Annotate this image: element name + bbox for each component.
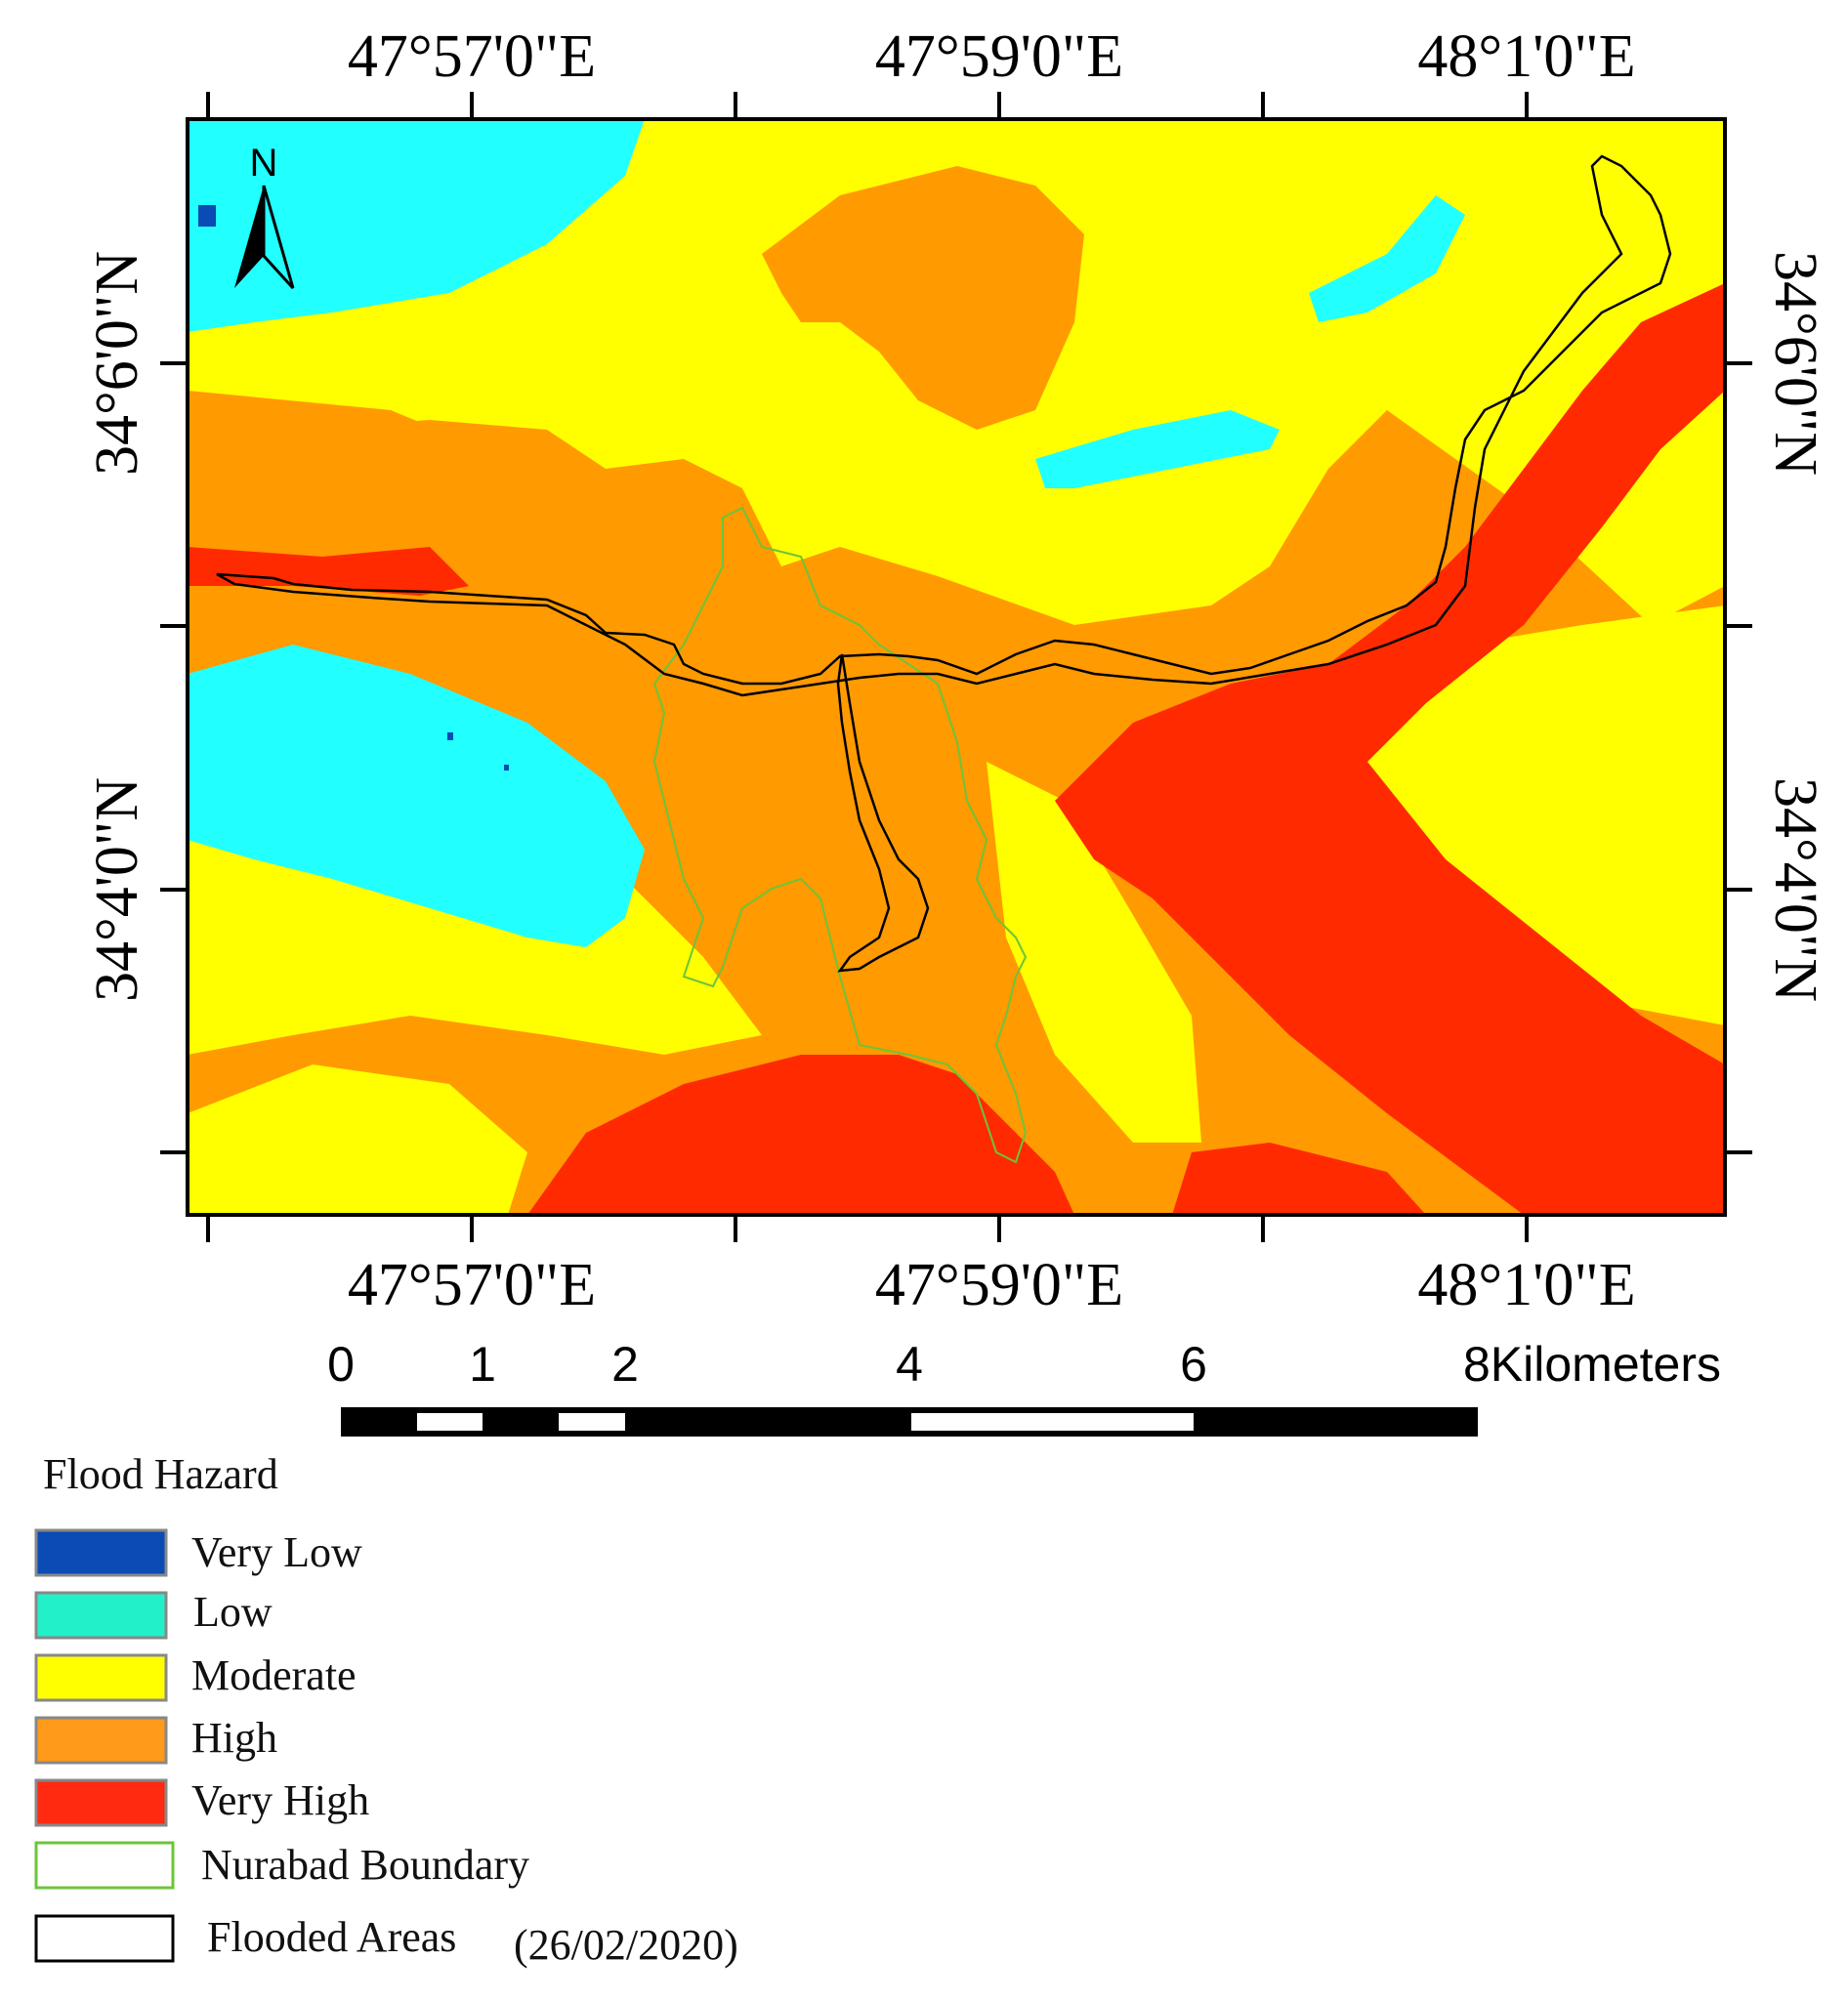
scale-tick-label: 4 (896, 1337, 923, 1392)
hazard-zone-low-northwest (188, 119, 645, 332)
top-lon-label: 48°1'0"E (1417, 23, 1635, 90)
map-frame (186, 117, 1727, 1217)
legend-label: Very Low (191, 1528, 362, 1576)
hazard-zone-low-northeast (1035, 410, 1280, 488)
hazard-zone-low-northeast2 (1309, 195, 1465, 322)
hazard-zone-very-low-speck (198, 205, 216, 227)
legend-swatch (34, 1591, 168, 1640)
scale-tick-label: 1 (469, 1337, 496, 1392)
legend-label: Nurabad Boundary (201, 1841, 529, 1889)
scale-bar-white-seg (559, 1413, 625, 1431)
top-lon-label: 47°57'0"E (348, 23, 596, 90)
right-lat-label: 34°6'0"N (1762, 251, 1828, 476)
hazard-zone-high-north-swirl (762, 166, 1084, 430)
hazard-zone-moderate-center (987, 762, 1201, 1143)
scale-tick-label: 0 (327, 1337, 355, 1392)
legend-title: Flood Hazard (43, 1450, 278, 1498)
scale-tick-label: 8Kilometers (1463, 1337, 1721, 1392)
legend: Flood Hazard Very Low Low Moderate High … (34, 1450, 738, 1969)
north-arrow-icon: N (234, 142, 295, 290)
left-lat-label: 34°6'0"N (84, 251, 150, 476)
legend-swatch (34, 1528, 168, 1577)
legend-swatch (34, 1653, 168, 1702)
scale-bar: 0 1 2 4 6 8Kilometers (327, 1337, 1721, 1437)
scale-tick-label: 2 (611, 1337, 639, 1392)
flooded-areas-south-branch (836, 653, 930, 973)
bottom-lon-label: 47°59'0"E (875, 1252, 1123, 1318)
map-ticks (160, 92, 1752, 1242)
right-lat-label: 34°4'0"N (1762, 777, 1828, 1002)
legend-label: Moderate (191, 1651, 357, 1699)
legend-label: Flooded Areas (207, 1913, 456, 1961)
north-label: N (250, 142, 278, 185)
legend-flooded-date: (26/02/2020) (514, 1921, 738, 1969)
legend-item-very-high: Very High (34, 1776, 369, 1827)
hazard-zone-very-high-east-band (1055, 283, 1725, 1215)
legend-item-very-low: Very Low (34, 1528, 362, 1577)
legend-item-nurabad-boundary: Nurabad Boundary (34, 1841, 529, 1890)
scale-bar-white-seg (911, 1413, 1194, 1431)
scale-tick-label: 6 (1180, 1337, 1207, 1392)
hazard-zone-very-low-speck (447, 732, 453, 740)
legend-item-low: Low (34, 1588, 273, 1640)
nurabad-boundary (652, 506, 1028, 1164)
bottom-lon-label: 48°1'0"E (1417, 1252, 1635, 1318)
scale-bar-frame (341, 1407, 1478, 1437)
legend-item-high: High (34, 1714, 277, 1765)
hazard-zone-very-low-speck (504, 765, 509, 771)
hazard-zone-very-high-south (527, 1055, 1074, 1215)
left-lat-label: 34°4'0"N (84, 777, 150, 1002)
hazard-zone-moderate-east (1328, 605, 1725, 1025)
hazard-raster (188, 119, 1725, 1215)
hazard-zone-very-high-bottom-right (1172, 1143, 1426, 1215)
legend-item-moderate: Moderate (34, 1651, 357, 1702)
hazard-zone-moderate-bottomleft (188, 1064, 527, 1215)
legend-label: Low (193, 1588, 273, 1636)
hazard-zone-low-west (188, 645, 645, 947)
legend-swatch (34, 1716, 168, 1765)
legend-label: Very High (191, 1776, 369, 1824)
bottom-lon-label: 47°57'0"E (348, 1252, 596, 1318)
flooded-areas-river (216, 154, 1672, 697)
legend-item-flooded-areas: Flooded Areas (26/02/2020) (34, 1913, 738, 1969)
hazard-zone-very-high-west-strip (188, 547, 469, 596)
scale-bar-white-seg (417, 1413, 483, 1431)
legend-swatch (34, 1914, 175, 1963)
legend-swatch (34, 1778, 168, 1827)
legend-label: High (191, 1714, 277, 1762)
top-lon-label: 47°59'0"E (875, 23, 1123, 90)
legend-swatch (34, 1841, 175, 1890)
